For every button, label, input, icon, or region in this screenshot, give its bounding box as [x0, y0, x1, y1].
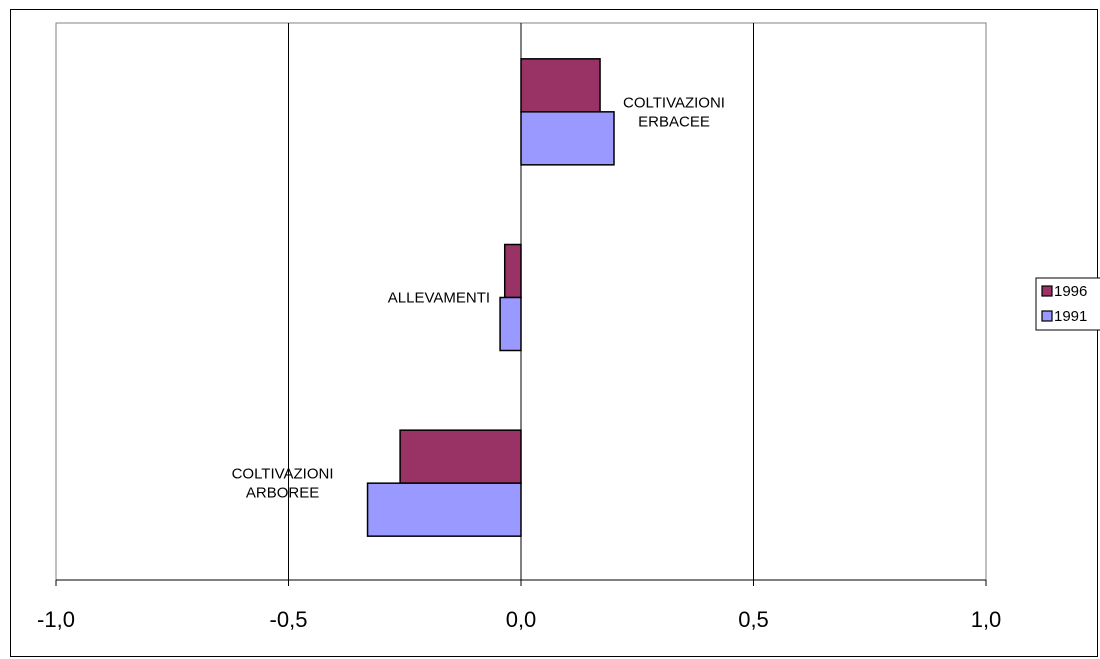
- category-label: COLTIVAZIONI: [232, 466, 334, 483]
- x-tick-label: -0,5: [270, 607, 308, 632]
- bar-1991-1: [499, 296, 522, 352]
- x-tick-label: 1,0: [971, 607, 1002, 632]
- category-label: ALLEVAMENTI: [388, 290, 490, 307]
- legend: 1996 1991: [1035, 277, 1100, 331]
- category-label: COLTIVAZIONI: [623, 94, 725, 111]
- bar-1991-0: [520, 111, 615, 166]
- category-labels: COLTIVAZIONI ERBACEE ALLEVAMENTI COLTIVAZIO…: [232, 94, 725, 501]
- legend-label-1996: 1996: [1054, 283, 1087, 300]
- legend-swatch-1996: [1041, 285, 1053, 297]
- x-axis: -1,0 -0,5 0,0 0,5 1,0: [37, 579, 1002, 632]
- x-tick-label: 0,0: [506, 607, 537, 632]
- legend-label-1991: 1991: [1054, 308, 1087, 325]
- x-tick-label: -1,0: [37, 607, 75, 632]
- bars: [366, 58, 615, 537]
- category-label: ARBOREE: [246, 485, 319, 502]
- bar-1996-0: [520, 58, 601, 113]
- legend-swatch-1991: [1041, 310, 1053, 322]
- bar-1996-1: [503, 243, 522, 299]
- bar-1991-2: [366, 482, 522, 537]
- bar-1996-2: [399, 429, 522, 484]
- x-tick-label: 0,5: [738, 607, 769, 632]
- category-label: ERBACEE: [638, 113, 710, 130]
